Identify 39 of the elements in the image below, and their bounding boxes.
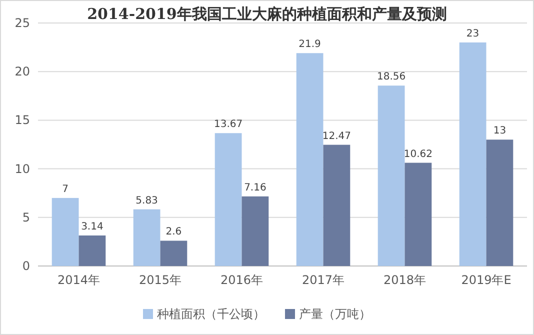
x-tick-label: 2017年 bbox=[302, 273, 345, 287]
bar bbox=[486, 140, 514, 266]
bar bbox=[404, 162, 432, 266]
legend-label: 种植面积（千公顷） bbox=[157, 307, 265, 321]
data-label: 18.56 bbox=[376, 72, 406, 83]
x-tick-label: 2019年E bbox=[461, 273, 512, 287]
bar bbox=[378, 86, 405, 266]
bar bbox=[323, 144, 350, 266]
bar bbox=[52, 198, 79, 266]
data-label: 3.14 bbox=[81, 221, 104, 232]
data-label: 13 bbox=[493, 126, 506, 137]
data-label: 7.16 bbox=[244, 182, 266, 194]
x-tick-label: 2016年 bbox=[220, 273, 264, 287]
data-label: 7 bbox=[62, 184, 68, 195]
bar bbox=[296, 53, 324, 266]
y-tick-label: 0 bbox=[22, 259, 30, 273]
bar bbox=[459, 42, 486, 266]
bar bbox=[214, 133, 242, 266]
y-tick-label: 5 bbox=[22, 210, 30, 224]
y-tick-label: 10 bbox=[14, 162, 30, 176]
data-label: 5.83 bbox=[136, 195, 158, 206]
bar bbox=[78, 235, 106, 266]
data-label: 10.62 bbox=[404, 148, 433, 160]
x-tick-label: 2014年 bbox=[57, 273, 100, 287]
bar bbox=[160, 240, 188, 266]
x-tick-label: 2015年 bbox=[138, 273, 182, 287]
bar bbox=[242, 196, 269, 266]
data-label: 12.47 bbox=[322, 130, 352, 142]
data-label: 23 bbox=[466, 28, 480, 40]
y-tick-label: 15 bbox=[14, 113, 30, 128]
y-tick-label: 20 bbox=[14, 64, 30, 79]
data-label: 21.9 bbox=[298, 39, 321, 50]
x-tick-label: 2018年 bbox=[383, 273, 426, 287]
chart-title: 2014-2019年我国工业大麻的种植面积和产量及预测 bbox=[87, 5, 447, 23]
data-label: 13.67 bbox=[214, 119, 243, 130]
legend-label: 产量（万吨） bbox=[299, 307, 371, 321]
data-label: 2.6 bbox=[166, 226, 182, 238]
y-tick-label: 25 bbox=[14, 16, 30, 30]
bar bbox=[133, 209, 160, 266]
